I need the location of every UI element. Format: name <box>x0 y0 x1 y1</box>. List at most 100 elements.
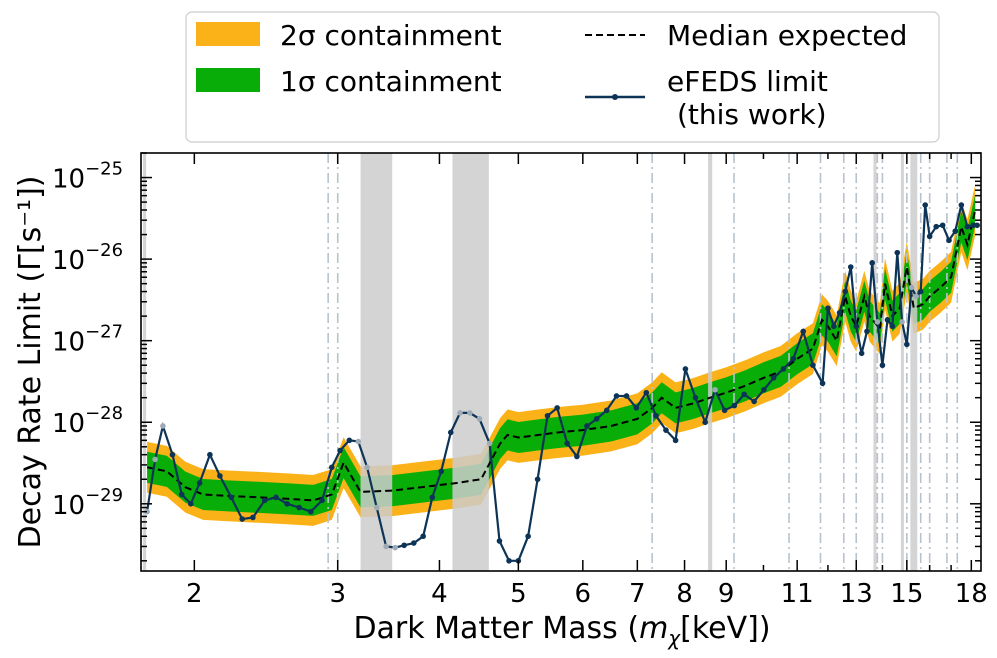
efeds-limit-point <box>899 319 905 325</box>
efeds-limit-point <box>830 323 837 330</box>
efeds-limit-point <box>319 497 325 504</box>
plot-area <box>143 153 980 571</box>
efeds-limit-point <box>761 386 767 393</box>
efeds-limit-point <box>869 260 875 266</box>
efeds-limit-point <box>946 237 952 244</box>
legend-2sigma-swatch <box>196 22 260 46</box>
efeds-limit-point <box>884 317 891 323</box>
legend-2sigma-label: 2σ containment <box>280 19 502 52</box>
efeds-limit-point <box>525 533 531 540</box>
legend-1sigma-swatch <box>196 68 260 92</box>
efeds-limit-point <box>731 402 738 409</box>
efeds-limit-point <box>273 494 279 501</box>
masked-region <box>452 153 489 571</box>
efeds-limit-point <box>603 407 610 414</box>
efeds-limit-point <box>836 309 843 316</box>
efeds-limit-point <box>438 468 445 475</box>
efeds-limit-point <box>853 323 860 330</box>
efeds-limit-point <box>672 437 679 444</box>
x-tick-label: 6 <box>575 579 592 609</box>
legend-median-label: Median expected <box>667 19 907 52</box>
efeds-limit-point <box>970 222 977 229</box>
legend-frame <box>185 11 940 143</box>
efeds-limit-point <box>144 508 150 515</box>
x-axis: 2 3 4 5 6 7 8 9 11 13 15 18 <box>186 153 988 609</box>
masked-region <box>708 153 713 571</box>
y-tick-label: 10−28 <box>52 403 123 439</box>
efeds-limit-point <box>819 380 826 387</box>
efeds-limit-point <box>429 494 436 501</box>
efeds-limit-point <box>420 533 426 540</box>
legend: 2σ containment 1σ containment Median exp… <box>185 11 940 143</box>
efeds-limit-point <box>467 410 473 416</box>
efeds-limit-point <box>643 389 650 396</box>
masked-region <box>143 153 147 571</box>
efeds-limit-point <box>964 223 971 230</box>
x-tick-label: 7 <box>629 579 646 609</box>
efeds-limit-point <box>346 437 353 444</box>
efeds-limit-point <box>196 480 203 486</box>
efeds-limit-point <box>401 542 407 549</box>
efeds-limit-point <box>879 362 886 369</box>
band-1sigma <box>147 194 976 516</box>
legend-limit-label: eFEDS limit <box>667 65 828 98</box>
efeds-limit-point <box>584 423 590 429</box>
efeds-limit-point <box>447 429 454 436</box>
efeds-limit-point <box>633 405 640 411</box>
efeds-limit-point <box>974 222 980 229</box>
efeds-limit-point <box>682 366 689 372</box>
efeds-limit-point <box>825 305 831 312</box>
efeds-limit-point <box>613 393 620 399</box>
efeds-limit-point <box>364 464 370 471</box>
efeds-limit-point <box>780 366 787 372</box>
x-tick-label: 11 <box>781 579 814 609</box>
efeds-limit-point <box>913 293 919 300</box>
efeds-limit-point <box>939 222 946 229</box>
x-tick-label: 4 <box>431 579 448 609</box>
y-tick-label: 10−27 <box>52 322 123 358</box>
efeds-limit-point <box>623 393 630 399</box>
y-tick-label: 10−29 <box>52 485 123 521</box>
efeds-limit-point <box>842 288 848 295</box>
efeds-limit-point <box>908 284 915 291</box>
masked-region <box>900 153 904 571</box>
median-expected-line <box>146 209 977 502</box>
efeds-limit-point <box>307 508 314 515</box>
efeds-limit-point <box>810 362 816 369</box>
efeds-limit-point <box>800 328 807 335</box>
efeds-limit-point <box>410 540 417 546</box>
efeds-limit-point <box>663 427 669 433</box>
efeds-limit-point <box>874 319 881 325</box>
efeds-limit-point <box>284 501 290 507</box>
x-tick-label: 8 <box>676 579 693 609</box>
x-tick-label: 5 <box>510 579 527 609</box>
efeds-limit-point <box>457 410 463 416</box>
efeds-limit-point <box>228 494 235 501</box>
efeds-limit-point <box>894 249 901 256</box>
efeds-limit-point <box>476 416 483 422</box>
x-axis-label: Dark Matter Mass (mχ[keV]) <box>353 611 770 650</box>
efeds-limit-point <box>864 328 870 335</box>
efeds-limit-point <box>534 476 541 483</box>
efeds-limit-point <box>790 355 797 362</box>
efeds-limit-point <box>328 464 335 471</box>
efeds-limit-point <box>952 228 959 234</box>
efeds-limit-point <box>544 412 551 419</box>
efeds-limit-point <box>770 375 777 381</box>
efeds-limit-point <box>239 516 246 522</box>
efeds-limit-point <box>383 543 389 550</box>
efeds-limit-point <box>574 453 580 460</box>
efeds-limit-point <box>741 391 748 398</box>
y-axis: 10−29 10−28 10−27 10−26 10−25 <box>52 152 981 562</box>
legend-limit-marker <box>612 94 618 100</box>
masked-region <box>873 153 877 571</box>
legend-1sigma-label: 1σ containment <box>280 65 502 98</box>
efeds-limit-point <box>373 504 380 511</box>
band-2sigma <box>147 184 976 526</box>
x-tick-label: 2 <box>186 579 203 609</box>
efeds-limit-point <box>169 451 176 458</box>
efeds-limit-point <box>187 501 194 507</box>
efeds-limit-point <box>392 544 399 551</box>
efeds-limit-point <box>653 412 659 419</box>
